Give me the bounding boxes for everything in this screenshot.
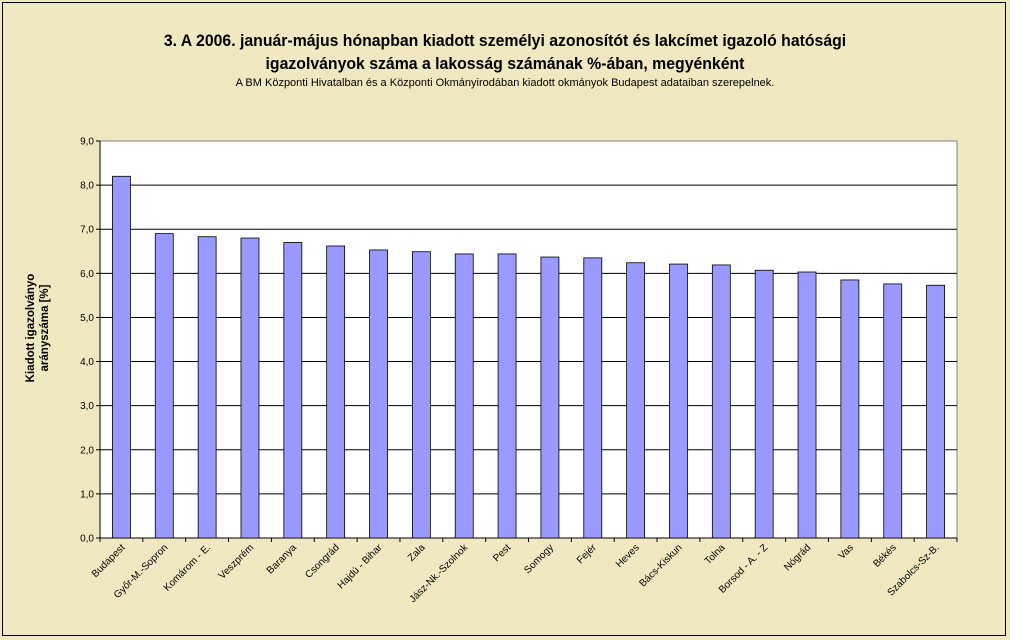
bar-9 [497,253,517,539]
x-tick-label: Csongrád [303,542,341,580]
x-tick-label: Hajdú - Bihar [336,542,386,592]
bar-19 [926,284,945,539]
x-tick-label: Békés [871,542,898,569]
y-tick-label: 7,0 [80,225,94,236]
bar-6 [369,249,388,539]
bar-16 [797,271,817,539]
x-tick-label: Tolna [703,542,728,567]
bar-5 [326,245,346,539]
x-tick-label: Veszprém [217,542,256,581]
x-tick-label: Nógrád [782,542,813,573]
bar-8 [454,253,474,539]
bar-7 [411,251,431,539]
y-tick-label: 1,0 [80,489,94,500]
bar-18 [883,283,903,539]
x-tick-label: Bács-Kiskun [638,542,685,589]
bar-3 [240,237,260,539]
y-tick-label: 9,0 [80,137,94,148]
y-axis-title-line2: arányszáma [%] [39,284,51,371]
x-tick-label: Budapest [90,542,128,580]
x-tick-label: Baranya [265,542,299,576]
y-tick-label: 2,0 [80,445,94,456]
plot-area [99,140,958,539]
chart-title-line1: 3. A 2006. január-május hónapban kiadott… [163,31,847,50]
x-tick-label: Somogy [522,542,556,576]
y-tick-label: 4,0 [80,357,94,368]
x-tick-label: Pest [491,542,513,564]
chart-subtitle: A BM Központi Hivatalban és a Központi O… [235,77,775,89]
bar-13 [669,263,688,539]
bar-1 [154,233,174,539]
bar-0 [112,175,131,539]
bar-4 [283,242,303,539]
bar-12 [626,262,646,539]
y-tick-label: 3,0 [80,401,94,412]
bar-2 [197,236,217,539]
bar-14 [711,264,731,539]
y-axis-title-line1: Kiadott igazolványo [25,274,37,383]
bar-15 [754,269,774,539]
chart-title-line2: igazolványok száma a lakosság számának %… [265,54,745,73]
x-tick-label: Fejér [575,542,599,566]
y-tick-label: 6,0 [80,269,94,280]
y-tick-label: 0,0 [80,534,94,545]
y-tick-label: 8,0 [80,181,94,192]
x-tick-label: Vas [837,542,856,561]
bar-11 [583,257,603,539]
x-tick-label: Zala [406,542,428,564]
bar-10 [540,256,560,539]
bar-17 [840,279,860,539]
y-tick-label: 5,0 [80,313,94,324]
x-tick-label: Heves [614,542,642,570]
